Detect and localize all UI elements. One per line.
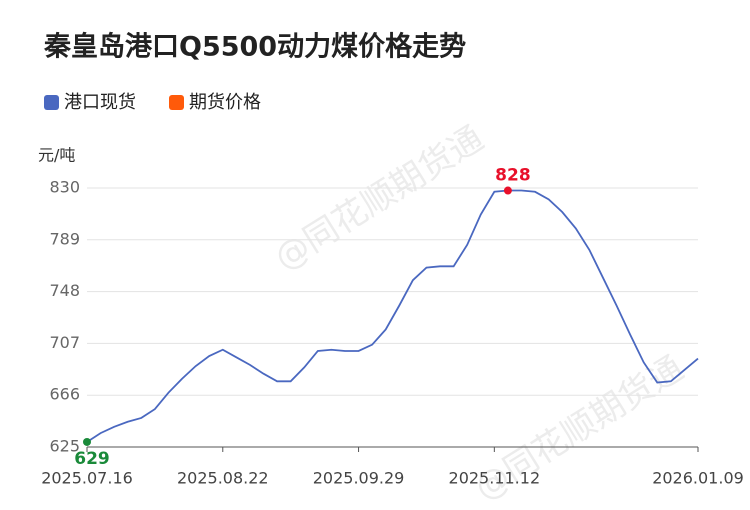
y-tick-label: 748 <box>49 281 80 300</box>
data-label: 629 <box>74 449 110 469</box>
y-tick-label: 625 <box>49 437 80 456</box>
x-tick-label: 2026.01.09 <box>652 469 744 488</box>
x-tick-label: 2025.11.12 <box>449 469 541 488</box>
y-tick-label: 707 <box>49 333 80 352</box>
legend-label: 期货价格 <box>189 92 261 113</box>
x-tick-label: 2025.09.29 <box>313 469 405 488</box>
watermark: @同花顺期货通 <box>268 118 491 278</box>
data-label: 828 <box>495 166 531 186</box>
chart-title: 秦皇岛港口Q5500动力煤价格走势 <box>43 31 466 63</box>
y-unit: 元/吨 <box>38 146 75 165</box>
point <box>503 186 512 195</box>
legend-swatch <box>44 95 59 110</box>
legend-swatch <box>169 95 184 110</box>
point <box>83 437 91 446</box>
x-tick-label: 2025.07.16 <box>41 469 133 488</box>
line <box>86 189 699 443</box>
x-tick-label: 2025.08.22 <box>177 469 269 488</box>
y-tick-label: 830 <box>49 178 80 197</box>
legend-label: 港口现货 <box>64 92 136 113</box>
y-tick-label: 789 <box>49 229 80 248</box>
y-tick-label: 666 <box>49 385 80 404</box>
